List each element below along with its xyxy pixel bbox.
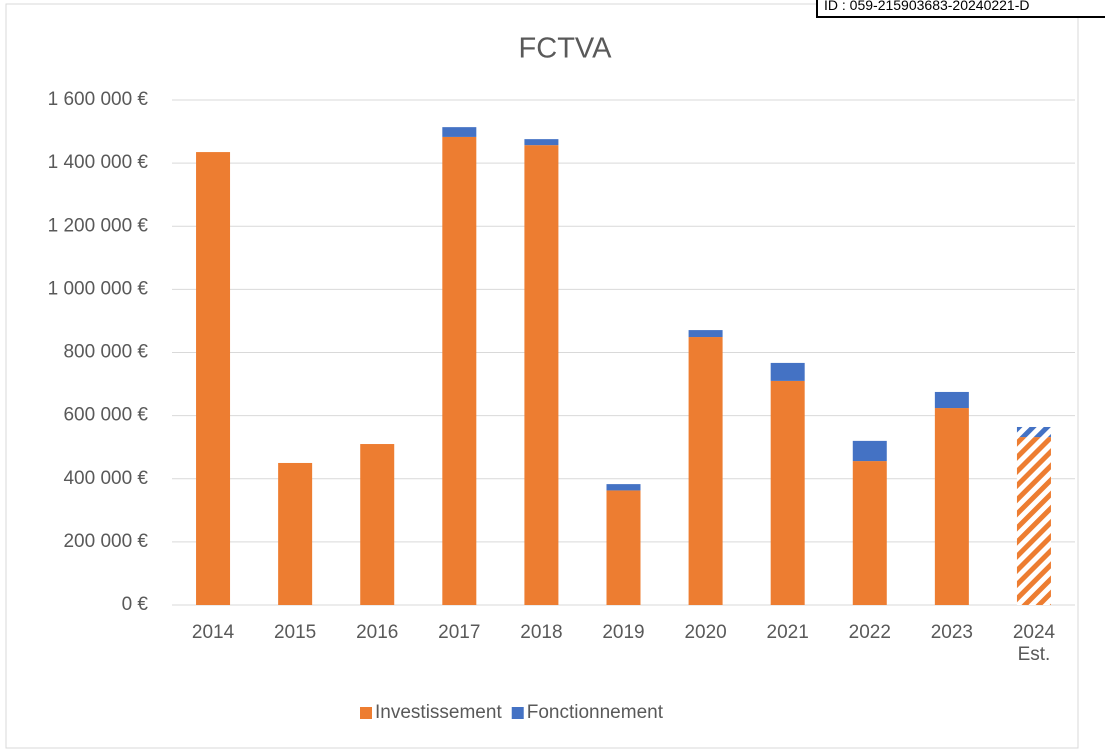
y-tick-label: 800 000 € [63, 342, 148, 363]
y-tick-label: 200 000 € [63, 531, 148, 552]
chart-title: FCTVA [519, 33, 613, 65]
legend-label: Fonctionnement [527, 702, 664, 723]
bar-segment [360, 444, 395, 605]
y-tick-label: 0 € [122, 594, 149, 615]
bar-segment [1016, 437, 1051, 605]
bar-segment [442, 136, 477, 605]
bar-segment [606, 490, 641, 605]
y-tick-label: 600 000 € [63, 405, 148, 426]
legend-swatch [360, 707, 372, 719]
x-tick-label: 2022 [848, 622, 891, 643]
bar-segment [770, 380, 805, 605]
y-tick-label: 1 200 000 € [48, 215, 149, 236]
x-tick-label: 2024 Est. [1012, 622, 1056, 665]
y-tick-label: 1 400 000 € [48, 152, 149, 173]
bar-segment [196, 152, 231, 605]
x-tick-label: 2017 [438, 622, 481, 643]
bar-segment [442, 127, 477, 137]
bar-segment [852, 461, 887, 605]
y-tick-label: 400 000 € [63, 468, 148, 489]
bar-segment [934, 408, 969, 605]
bar-segment [770, 362, 805, 381]
bar-segment [524, 139, 559, 146]
bar-segment [688, 330, 723, 338]
stamp: ID : 059-215903683-20240221-D [816, 0, 1105, 18]
bar-segment [852, 440, 887, 462]
y-tick-label: 1 000 000 € [48, 278, 149, 299]
x-tick-label: 2014 [191, 622, 235, 643]
x-tick-label: 2018 [520, 622, 563, 643]
legend-swatch [511, 707, 524, 719]
bar-segment [524, 145, 559, 605]
x-tick-label: 2023 [930, 622, 973, 643]
x-tick-label: 2019 [602, 622, 645, 643]
bar-segment [1016, 426, 1051, 438]
x-tick-label: 2020 [684, 622, 727, 643]
x-tick-label: 2021 [766, 622, 809, 643]
legend-label: Investissement [375, 702, 502, 723]
x-tick-label: 2016 [356, 622, 399, 643]
bar-segment [278, 462, 313, 605]
bar-segment [934, 391, 969, 409]
bar-segment [606, 484, 641, 491]
y-tick-label: 1 600 000 € [48, 89, 149, 110]
x-tick-label: 2015 [273, 622, 317, 643]
bar-segment [688, 337, 723, 605]
